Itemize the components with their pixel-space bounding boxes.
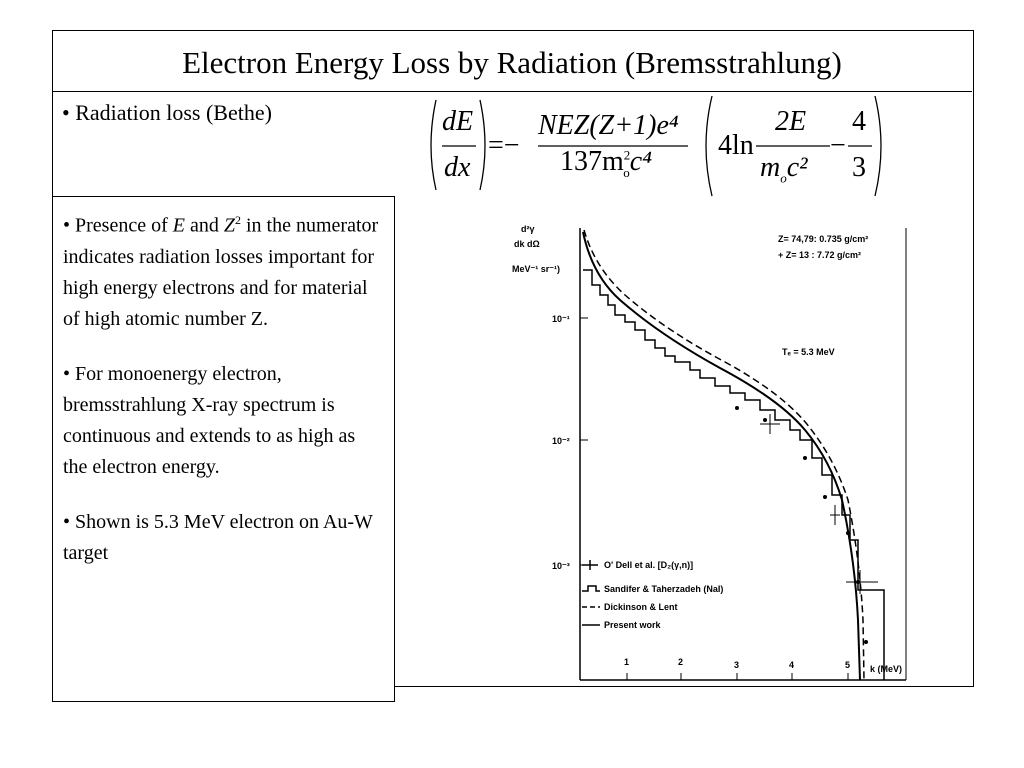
formula-text: NEZ(Z+1)e⁴ [538, 110, 679, 141]
legend-label: Present work [604, 620, 662, 630]
annotation: + Z= 13 : 7.72 g/cm² [778, 250, 861, 260]
y-axis-unit: MeV⁻¹ sr⁻¹) [512, 264, 560, 274]
text: E [172, 214, 185, 237]
bullet: • Presence of E and Z2 in the numerator … [63, 205, 383, 335]
heading-bullet: • Radiation loss (Bethe) [62, 100, 272, 125]
formula-text: c⁴ [629, 146, 652, 177]
formula-text: o [780, 170, 787, 186]
bullet: • Shown is 5.3 MeV electron on Au-W targ… [63, 510, 373, 564]
formula-text: 137m [560, 146, 624, 177]
x-axis-label: k (MeV) [870, 664, 902, 674]
x-tick-label: 4 [789, 660, 794, 670]
bullet: • For monoenergy electron, bremsstrahlun… [63, 362, 356, 478]
formula-text: moc² [760, 152, 808, 187]
x-tick-label: 3 [734, 660, 739, 670]
formula-text: 3 [852, 152, 866, 183]
text: • Presence of [63, 214, 173, 237]
formula-text: =− [488, 130, 520, 161]
formula-text: 4ln [718, 130, 754, 161]
x-tick-label: 1 [624, 657, 629, 667]
text: Z [223, 214, 235, 237]
annotation: Tₑ = 5.3 MeV [782, 347, 835, 357]
formula-text: o [623, 164, 630, 180]
y-tick-label: 10⁻² [552, 436, 570, 446]
formula-text: m [760, 152, 781, 183]
formula-text: − [830, 130, 846, 161]
formula-brackets [430, 95, 882, 197]
legend-label: Dickinson & Lent [604, 602, 678, 612]
text: 2 [234, 213, 241, 227]
formula-text: 2E [775, 106, 807, 137]
legend-label: Sandifer & Taherzadeh (NaI) [604, 584, 723, 594]
y-axis-label: dk dΩ [514, 239, 540, 249]
y-tick-label: 10⁻¹ [552, 314, 570, 324]
annotation: Z= 74,79: 0.735 g/cm² [778, 234, 868, 244]
formula: dE dx =− NEZ(Z+1)e⁴ 137m2oc⁴ 4ln 2E moc²… [420, 92, 890, 200]
x-tick-label: 5 [845, 660, 850, 670]
formula-text: c² [786, 152, 808, 183]
slide-title: Electron Energy Loss by Radiation (Brems… [52, 30, 972, 92]
text: in the numerator indicates radiation los… [63, 214, 379, 330]
formula-text: dE [442, 106, 474, 137]
formula-text: 4 [852, 106, 866, 137]
y-tick-label: 10⁻³ [552, 561, 570, 571]
formula-text: 2 [623, 147, 631, 163]
formula-text: dx [444, 152, 471, 183]
legend-label: O' Dell et al. [D₂(γ,n)] [604, 560, 693, 570]
formula-text: 137m2oc⁴ [560, 146, 652, 181]
text-box: • Presence of E and Z2 in the numerator … [52, 196, 395, 702]
figure: d²γ dk dΩ MeV⁻¹ sr⁻¹) 10⁻¹ 10⁻² 10⁻³ 1 2… [512, 224, 907, 681]
text: and [184, 214, 224, 237]
y-axis-label: d²γ [521, 224, 535, 234]
x-tick-label: 2 [678, 657, 683, 667]
